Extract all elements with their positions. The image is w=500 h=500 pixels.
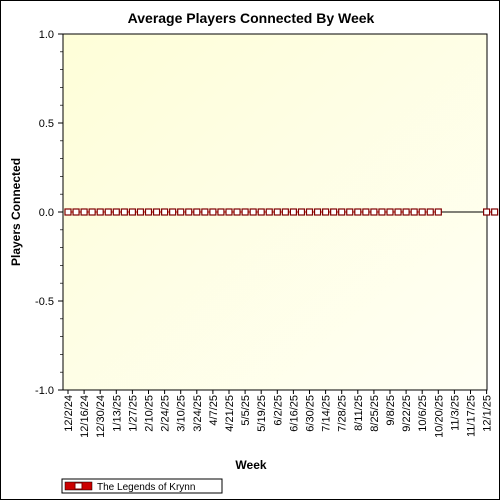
y-tick-label: 1.0: [39, 29, 54, 41]
x-tick-label: 3/10/25: [176, 395, 188, 432]
data-point: [281, 208, 289, 216]
x-tick-label: 6/2/25: [272, 395, 284, 426]
data-point: [330, 208, 338, 216]
data-point: [177, 208, 185, 216]
data-point: [305, 208, 314, 216]
data-point: [169, 208, 177, 216]
x-tick-label: 4/21/25: [224, 395, 236, 432]
data-point: [338, 208, 346, 216]
x-axis-title: Week: [235, 458, 266, 472]
data-point: [491, 208, 499, 216]
x-tick-label: 8/11/25: [353, 395, 365, 431]
x-tick-label: 1/13/25: [111, 395, 123, 432]
x-tick-label: 2/10/25: [144, 395, 156, 432]
x-tick-label: 6/16/25: [288, 395, 300, 432]
x-tick-label: 11/3/25: [449, 395, 461, 431]
data-point: [152, 208, 161, 216]
data-point: [394, 208, 402, 216]
legend-marker: [74, 482, 83, 490]
x-tick-label: 12/1/25: [482, 395, 494, 432]
data-point: [225, 208, 233, 216]
data-point: [402, 208, 410, 216]
legend-box: [61, 478, 223, 494]
data-point: [64, 208, 72, 216]
data-point: [257, 208, 265, 216]
y-tick-label: 0.5: [39, 118, 54, 130]
series-the-legends-of-krynn: [64, 208, 499, 216]
x-tick-label: 8/25/25: [369, 395, 381, 432]
data-point: [72, 208, 80, 216]
x-tick-label: 12/2/24: [63, 395, 75, 432]
data-point: [378, 208, 386, 216]
data-point: [434, 208, 442, 216]
data-point: [386, 208, 394, 216]
data-point: [249, 208, 257, 216]
data-point: [483, 208, 491, 216]
x-tick-label: 12/30/24: [95, 395, 107, 438]
data-point: [136, 208, 145, 216]
x-tick-label: 7/14/25: [321, 395, 333, 432]
data-point: [297, 208, 306, 216]
x-tick-label: 2/24/25: [160, 395, 172, 432]
data-point: [346, 208, 354, 216]
data-point: [104, 208, 112, 216]
x-tick-label: 5/19/25: [256, 395, 268, 432]
x-tick-label: 6/30/25: [305, 395, 317, 432]
x-tick-label: 11/17/25: [466, 395, 478, 437]
x-tick-label: 10/6/25: [417, 395, 429, 432]
x-tick-label: 5/5/25: [240, 395, 252, 426]
data-point: [410, 208, 418, 216]
data-point: [233, 208, 241, 216]
data-point: [120, 208, 128, 216]
legend-label: The Legends of Krynn: [97, 482, 195, 493]
data-point: [322, 208, 330, 216]
y-tick-label: -1.0: [35, 385, 54, 397]
data-point: [185, 208, 193, 216]
data-point: [88, 208, 96, 216]
x-axis: 12/2/24 12/16/24 12/30/24 1/13/25 1/27/25 2/1…: [63, 390, 494, 438]
x-tick-label: 9/8/25: [385, 395, 397, 426]
data-point: [362, 208, 370, 216]
data-point: [370, 208, 378, 216]
data-point: [426, 208, 434, 216]
y-tick-label: -0.5: [35, 296, 54, 308]
data-point: [354, 208, 362, 216]
x-tick-label: 9/22/25: [401, 395, 413, 432]
data-point: [112, 208, 120, 216]
data-point: [96, 208, 104, 216]
x-tick-label: 12/16/24: [79, 395, 91, 438]
data-point: [161, 208, 169, 216]
legend: The Legends of Krynn: [61, 478, 223, 494]
data-point: [201, 208, 209, 216]
data-point: [144, 208, 153, 216]
data-point: [289, 208, 297, 216]
data-point: [418, 208, 426, 216]
data-point: [193, 208, 201, 216]
x-tick-label: 3/24/25: [192, 395, 204, 432]
data-point: [80, 208, 88, 216]
x-tick-label: 1/27/25: [127, 395, 139, 432]
data-point: [128, 208, 136, 216]
data-point: [313, 208, 322, 216]
x-tick-label: 7/28/25: [337, 395, 349, 432]
data-point: [265, 208, 273, 216]
x-tick-label: 10/20/25: [433, 395, 445, 438]
x-tick-label: 4/7/25: [208, 395, 220, 426]
data-point: [273, 208, 281, 216]
data-point: [217, 208, 225, 216]
y-tick-label: 0.0: [39, 207, 54, 219]
data-point: [209, 208, 217, 216]
y-axis-title: Players Connected: [9, 158, 23, 266]
y-axis: 1.0 0.5 0.0 -0.5 -1.0: [35, 29, 63, 397]
chart-title: Average Players Connected By Week: [128, 10, 375, 26]
data-point: [241, 208, 249, 216]
